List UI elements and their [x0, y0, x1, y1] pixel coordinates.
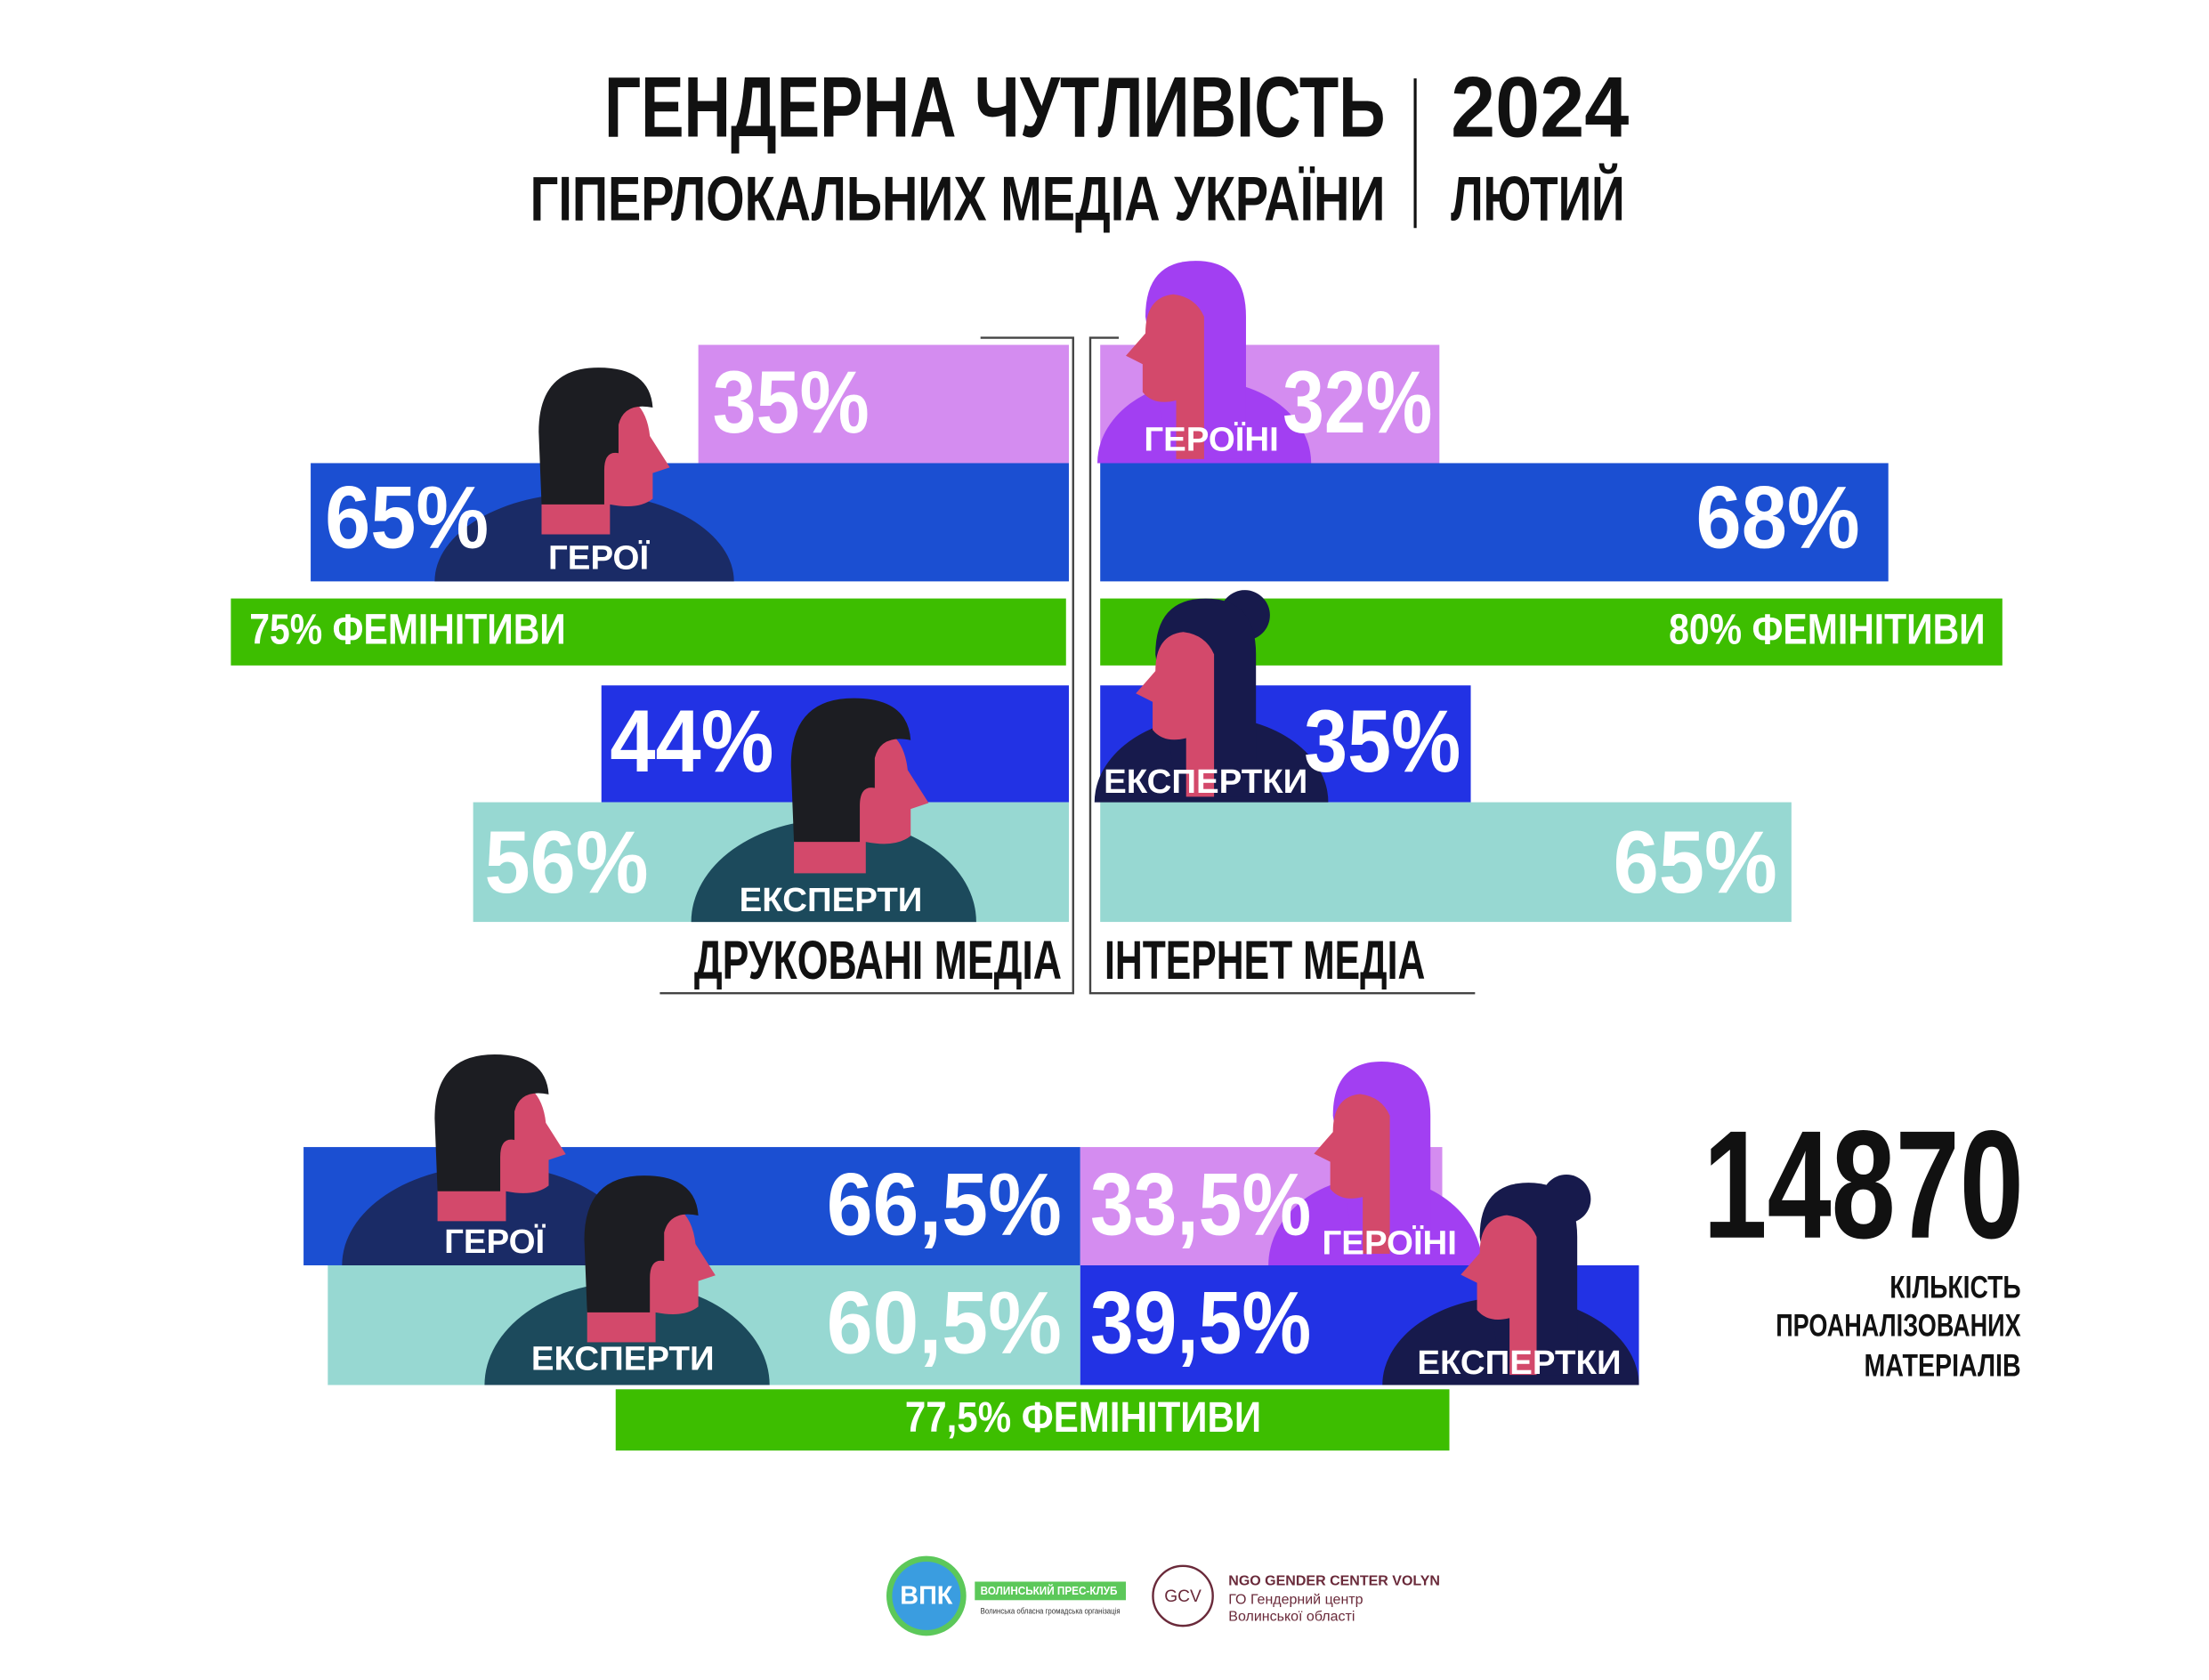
bar — [231, 598, 1066, 666]
feminitives: 75% ФЕМІНІТИВИ — [249, 607, 565, 654]
female-head — [1136, 590, 1270, 797]
bar — [698, 344, 1069, 464]
logo-text: NGO GENDER CENTER VOLYN — [1228, 1574, 1440, 1589]
month: ЛЮТИЙ — [1451, 164, 1624, 234]
year: 2024 — [1451, 61, 1629, 156]
section-label: ІНТЕРНЕТ МЕДІА — [1104, 930, 1425, 990]
logo-text: Волинської області — [1228, 1610, 1355, 1625]
hair — [538, 368, 653, 505]
bar — [1100, 802, 1792, 923]
figure-label: ЕКСПЕРТИ — [740, 881, 923, 919]
face — [1314, 1094, 1390, 1255]
percent: 60,5% — [827, 1273, 1062, 1372]
caption: КІЛЬКІСТЬ — [1889, 1271, 2020, 1305]
logo-text: ГО Гендерний центр — [1228, 1593, 1363, 1608]
percent: 32% — [1283, 353, 1432, 452]
male-head — [538, 368, 670, 535]
male-head — [434, 1054, 566, 1222]
percent: 65% — [325, 469, 489, 568]
male-head — [584, 1175, 716, 1343]
percent: 56% — [484, 813, 648, 912]
face — [1461, 1215, 1537, 1376]
logo-text: ВПК — [900, 1582, 953, 1611]
logo-text: Волинська обласна громадська організація — [981, 1607, 1121, 1617]
female-head — [1126, 261, 1246, 459]
logo-band — [975, 1581, 1127, 1601]
face — [1136, 632, 1215, 797]
figure-label: ГЕРОЇ — [444, 1223, 546, 1261]
hair — [790, 698, 911, 843]
percent: 35% — [713, 353, 870, 452]
percent: 35% — [1304, 692, 1461, 791]
shoulders — [434, 493, 734, 582]
percent: 68% — [1696, 469, 1860, 568]
figure-label: ЕКСПЕРТКИ — [1104, 763, 1307, 801]
logo-text: GCV — [1164, 1587, 1202, 1606]
percent: 39,5% — [1090, 1273, 1311, 1372]
logo-circle — [886, 1555, 967, 1636]
frame — [659, 336, 1476, 995]
bar — [615, 1389, 1450, 1451]
bar — [1100, 463, 1889, 582]
female-head — [1461, 1174, 1591, 1376]
figure-label: ЕКСПЕРТКИ — [1417, 1344, 1621, 1382]
percent: 65% — [1614, 813, 1777, 912]
section-label: ДРУКОВАНІ МЕДІА — [694, 930, 1062, 990]
subtitle: ГІПЕРЛОКАЛЬНИХ МЕДІА УКРАЇНИ — [530, 164, 1386, 234]
hair — [434, 1054, 549, 1191]
logo-text: ВОЛИНСЬКИЙ ПРЕС-КЛУБ — [981, 1584, 1118, 1597]
figure-label: ГЕРОЇНІ — [1144, 421, 1278, 459]
figure-label: ЕКСПЕРТИ — [531, 1339, 715, 1377]
logo-circle — [1152, 1564, 1214, 1628]
title: ГЕНДЕРНА ЧУТЛИВІСТЬ — [604, 61, 1386, 156]
figure-label: ГЕРОЇНІ — [1323, 1224, 1457, 1263]
hair — [584, 1175, 699, 1312]
figure-label: ГЕРОЇ — [548, 539, 650, 578]
percent: 33,5% — [1090, 1155, 1311, 1254]
feminitives: 80% ФЕМІНІТИВИ — [1669, 607, 1985, 654]
percent: 66,5% — [827, 1155, 1062, 1254]
caption: ПРОАНАЛІЗОВАНИХ — [1776, 1309, 2021, 1344]
feminitives: 77,5% ФЕМІНІТИВИ — [905, 1394, 1261, 1442]
caption: МАТЕРІАЛІВ — [1864, 1349, 2020, 1384]
male-head — [790, 698, 929, 874]
female-head — [1314, 1062, 1431, 1255]
logo-gcv: GCV NGO GENDER CENTER VOLYN ГО Гендерний… — [1152, 1564, 1440, 1628]
materials-count: 14870 — [1703, 1098, 2024, 1271]
percent: 44% — [610, 692, 773, 791]
logo-vpk: ВПК ВОЛИНСЬКИЙ ПРЕС-КЛУБ Волинська облас… — [886, 1555, 1127, 1636]
face — [1126, 294, 1204, 459]
